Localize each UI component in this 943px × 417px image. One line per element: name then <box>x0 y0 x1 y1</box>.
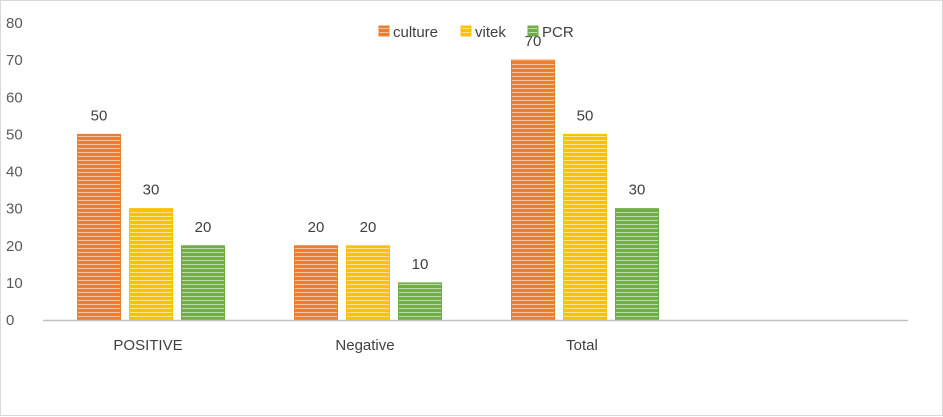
bar-pcr-negative <box>398 282 442 321</box>
y-axis-tick-labels: 0 10 20 30 40 50 60 70 80 <box>6 15 23 329</box>
legend-item-culture: culture <box>378 24 438 41</box>
data-label: 20 <box>360 219 377 236</box>
bar-vitek-negative <box>346 245 390 321</box>
bar-pcr-positive <box>181 245 225 321</box>
y-tick-label: 0 <box>6 312 14 329</box>
legend-label: PCR <box>542 24 574 41</box>
legend-swatch <box>378 25 390 37</box>
x-category-label: Negative <box>335 337 394 354</box>
data-label: 10 <box>412 256 429 273</box>
bar-culture-total <box>511 59 555 321</box>
legend-swatch <box>527 25 539 37</box>
y-tick-label: 70 <box>6 52 23 69</box>
x-category-label: POSITIVE <box>113 337 182 354</box>
y-tick-label: 60 <box>6 89 23 106</box>
legend-label: vitek <box>475 24 506 41</box>
legend-item-pcr: PCR <box>527 24 574 41</box>
x-category-label: Total <box>566 337 598 354</box>
data-label: 50 <box>91 107 108 124</box>
y-tick-label: 80 <box>6 15 23 32</box>
data-label: 50 <box>577 107 594 124</box>
legend-swatch <box>460 25 472 37</box>
legend-label: culture <box>393 24 438 41</box>
data-label: 20 <box>195 219 212 236</box>
bar-vitek-total <box>563 133 607 321</box>
bar-culture-negative <box>294 245 338 321</box>
bar-culture-positive <box>77 133 121 321</box>
data-labels: 50 30 20 20 20 10 70 50 30 <box>91 33 646 273</box>
bar-vitek-positive <box>129 208 173 321</box>
y-tick-label: 40 <box>6 164 23 181</box>
data-label: 20 <box>308 219 325 236</box>
data-label: 30 <box>629 182 646 199</box>
bars <box>77 59 659 321</box>
legend: culture vitek PCR <box>378 24 574 41</box>
y-tick-label: 10 <box>6 275 23 292</box>
y-tick-label: 50 <box>6 126 23 143</box>
data-label: 30 <box>143 182 160 199</box>
y-tick-label: 20 <box>6 238 23 255</box>
x-axis-category-labels: POSITIVE Negative Total <box>113 337 597 354</box>
bar-pcr-total <box>615 208 659 321</box>
legend-item-vitek: vitek <box>460 24 506 41</box>
y-tick-label: 30 <box>6 201 23 218</box>
data-label: 70 <box>525 33 542 50</box>
